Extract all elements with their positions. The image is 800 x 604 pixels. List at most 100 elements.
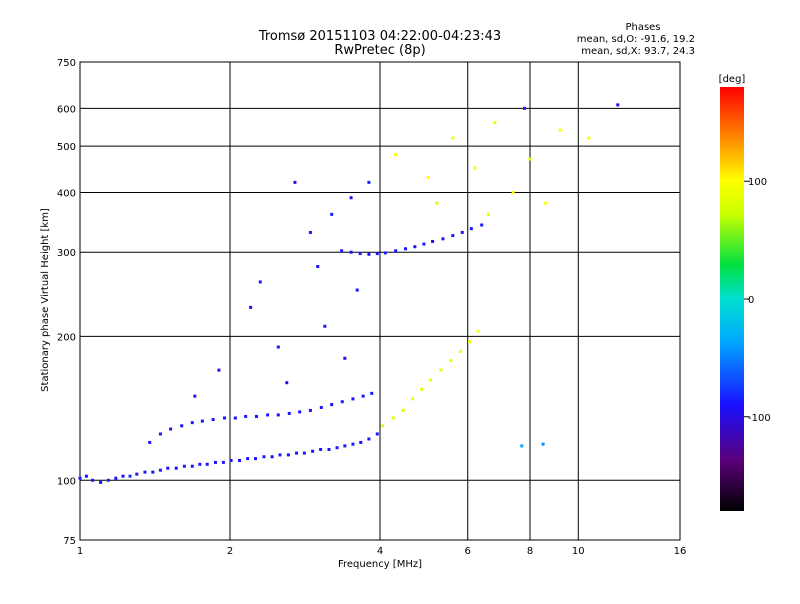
data-point: [541, 442, 545, 446]
data-point: [84, 474, 88, 478]
x-tick-label: 6: [465, 546, 471, 557]
x-tick-label: 1: [77, 546, 83, 557]
data-point: [78, 476, 82, 480]
data-point: [367, 252, 371, 256]
data-point: [493, 121, 497, 125]
data-point: [148, 440, 152, 444]
grid: [80, 62, 680, 540]
data-point: [544, 201, 548, 205]
data-point: [469, 227, 473, 231]
legend-line-2: mean, sd,X: 93.7, 24.3: [581, 46, 695, 57]
data-point: [302, 451, 306, 455]
data-point: [276, 345, 280, 349]
data-point: [182, 464, 186, 468]
data-point: [91, 478, 95, 482]
x-axis-label: Frequency [MHz]: [338, 559, 422, 570]
x-tick-label: 10: [572, 546, 585, 557]
data-point: [174, 466, 178, 470]
data-point: [128, 474, 132, 478]
chart-title: Tromsø 20151103 04:22:00-04:23:43: [258, 29, 501, 44]
data-point: [270, 455, 274, 459]
data-point: [361, 394, 365, 398]
data-point: [359, 440, 363, 444]
data-point: [311, 449, 315, 453]
data-point: [316, 265, 320, 269]
data-point: [278, 453, 282, 457]
data-point: [403, 247, 407, 251]
legend-title: Phases: [625, 22, 660, 33]
data-point: [351, 397, 355, 401]
data-point: [249, 305, 253, 309]
data-point: [114, 476, 118, 480]
data-point: [221, 460, 225, 464]
data-point: [528, 157, 532, 161]
data-point: [229, 458, 233, 462]
x-tick-label: 16: [674, 546, 687, 557]
data-point: [587, 136, 591, 140]
data-point: [413, 245, 417, 249]
data-point: [335, 446, 339, 450]
y-tick-label: 200: [57, 332, 76, 343]
data-point: [486, 212, 490, 216]
data-point: [431, 239, 435, 243]
data-point: [511, 190, 515, 194]
data-point: [375, 432, 379, 436]
data-point: [330, 212, 334, 216]
plot-frame: [79, 61, 681, 541]
data-point: [449, 359, 453, 363]
data-point: [435, 201, 439, 205]
y-axis-label: Stationary phase Virtual Height [km]: [40, 208, 51, 392]
colorbar-tick-label: -100: [748, 413, 771, 424]
data-point: [523, 106, 527, 110]
data-point: [180, 424, 184, 428]
data-point: [319, 405, 323, 409]
data-point: [327, 447, 331, 451]
data-point: [293, 180, 297, 184]
data-point: [460, 230, 464, 234]
data-point: [381, 424, 385, 428]
data-point: [330, 403, 334, 407]
data-point: [143, 470, 147, 474]
colorbar-ticks: 100 0 -100: [744, 177, 771, 424]
colorbar-label: [deg]: [719, 74, 746, 85]
data-point: [480, 223, 484, 227]
data-point: [295, 451, 299, 455]
data-point: [343, 356, 347, 360]
data-point: [258, 280, 262, 284]
data-point: [253, 457, 257, 461]
data-point: [355, 288, 359, 292]
y-axis: 75 100 200 300 400 500 600 750: [57, 58, 76, 547]
data-point: [441, 237, 445, 241]
data-point: [476, 329, 480, 333]
data-point: [238, 458, 242, 462]
data-point: [158, 468, 162, 472]
scatter-points: [78, 103, 620, 484]
data-point: [151, 470, 155, 474]
legend-line-1: mean, sd,O: -91.6, 19.2: [577, 34, 695, 45]
data-point: [276, 413, 280, 417]
data-point: [298, 410, 302, 414]
data-point: [375, 252, 379, 256]
data-point: [426, 175, 430, 179]
y-tick-label: 300: [57, 248, 76, 259]
data-point: [343, 444, 347, 448]
data-point: [244, 414, 248, 418]
data-point: [217, 368, 221, 372]
y-tick-label: 750: [57, 58, 76, 69]
data-point: [358, 252, 362, 256]
data-point: [211, 418, 215, 422]
data-point: [193, 394, 197, 398]
y-tick-label: 400: [57, 188, 76, 199]
data-point: [349, 250, 353, 254]
data-point: [200, 419, 204, 423]
data-point: [166, 466, 170, 470]
data-point: [286, 453, 290, 457]
data-point: [308, 408, 312, 412]
data-point: [190, 464, 194, 468]
data-point: [223, 416, 227, 420]
data-point: [246, 457, 250, 461]
data-point: [616, 103, 620, 107]
x-tick-label: 2: [227, 546, 233, 557]
data-point: [198, 462, 202, 466]
x-axis: 1 2 4 6 8 10 16: [77, 546, 687, 557]
